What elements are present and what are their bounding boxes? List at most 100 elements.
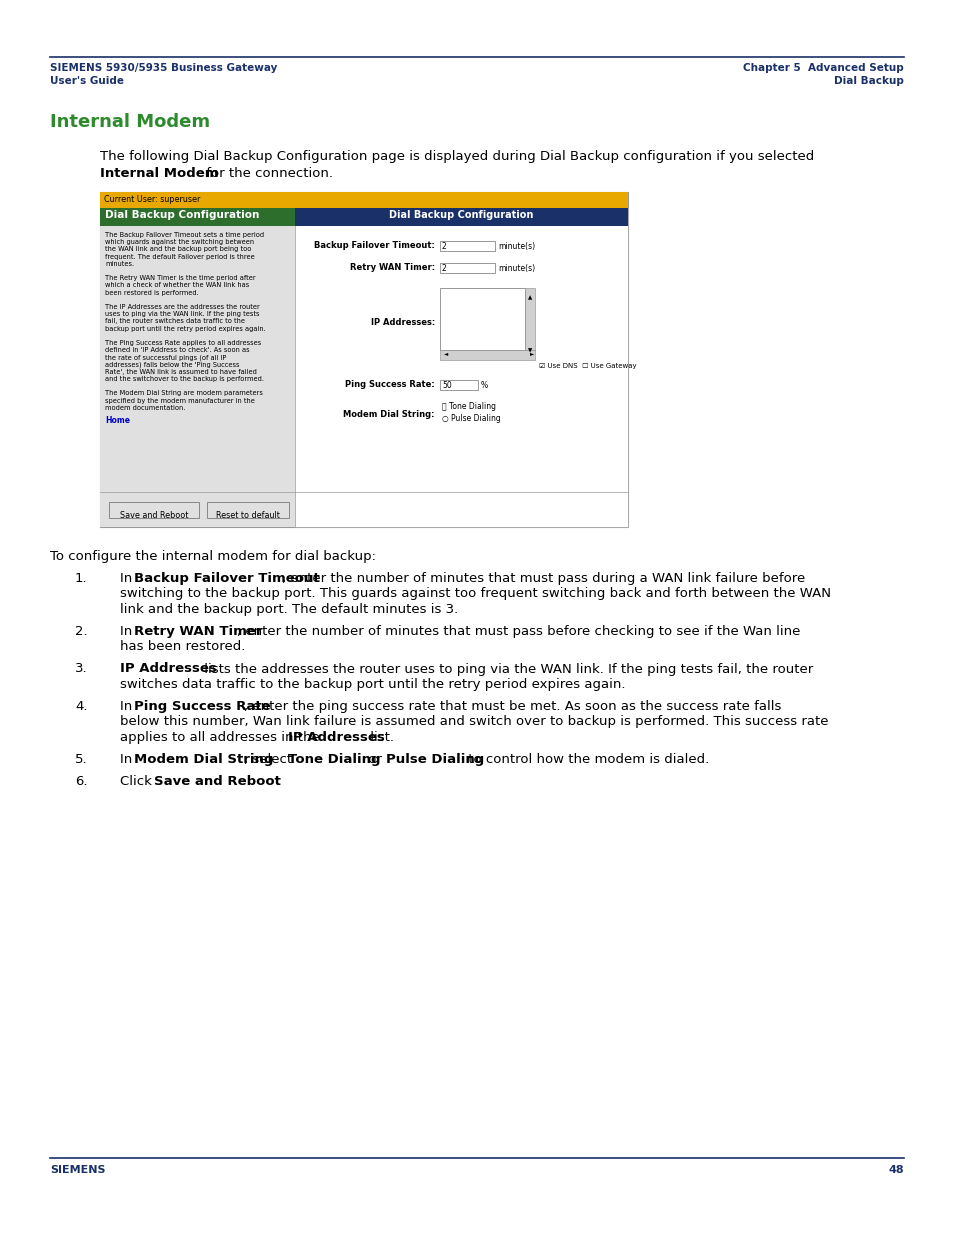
Text: Dial Backup Configuration: Dial Backup Configuration — [105, 210, 259, 220]
Bar — [100, 207, 627, 527]
Text: ○ Pulse Dialing: ○ Pulse Dialing — [441, 414, 500, 424]
Text: and the switchover to the backup is performed.: and the switchover to the backup is perf… — [105, 375, 264, 382]
Text: In: In — [120, 700, 136, 713]
Text: Save and Reboot: Save and Reboot — [153, 776, 280, 788]
Text: applies to all addresses in the: applies to all addresses in the — [120, 731, 324, 743]
Text: 50: 50 — [441, 382, 452, 390]
Text: switching to the backup port. This guards against too frequent switching back an: switching to the backup port. This guard… — [120, 588, 830, 600]
Bar — [439, 241, 495, 251]
Text: Backup Failover Timeout:: Backup Failover Timeout: — [314, 241, 435, 249]
Text: 3.: 3. — [75, 662, 88, 676]
Bar — [439, 288, 524, 350]
Text: %: % — [480, 382, 488, 390]
Text: Tone Dialing: Tone Dialing — [288, 753, 380, 766]
Text: Ping Success Rate: Ping Success Rate — [133, 700, 271, 713]
FancyBboxPatch shape — [109, 501, 199, 517]
Bar — [439, 380, 477, 390]
Text: frequent. The default Failover period is three: frequent. The default Failover period is… — [105, 253, 254, 259]
Text: switches data traffic to the backup port until the retry period expires again.: switches data traffic to the backup port… — [120, 678, 625, 692]
Bar — [439, 350, 535, 359]
Text: Internal Modem: Internal Modem — [100, 167, 218, 180]
Text: ▼: ▼ — [527, 348, 532, 353]
Text: Dial Backup Configuration: Dial Backup Configuration — [389, 210, 533, 220]
Text: User's Guide: User's Guide — [50, 77, 124, 86]
Text: , enter the number of minutes that must pass before checking to see if the Wan l: , enter the number of minutes that must … — [236, 625, 800, 638]
Bar — [100, 191, 627, 207]
Text: 2.: 2. — [75, 625, 88, 638]
Text: In: In — [120, 753, 136, 766]
Text: Modem Dial String:: Modem Dial String: — [343, 410, 435, 419]
Text: 48: 48 — [887, 1165, 903, 1174]
Text: 2: 2 — [441, 264, 446, 273]
Bar — [100, 207, 294, 226]
Text: to control how the modem is dialed.: to control how the modem is dialed. — [463, 753, 708, 766]
Text: Modem Dial String: Modem Dial String — [133, 753, 274, 766]
Text: In: In — [120, 625, 136, 638]
Bar — [524, 288, 535, 350]
Text: 6.: 6. — [75, 776, 88, 788]
Bar — [294, 207, 627, 226]
Text: The Modem Dial String are modem parameters: The Modem Dial String are modem paramete… — [105, 390, 263, 396]
Text: link and the backup port. The default minutes is 3.: link and the backup port. The default mi… — [120, 603, 457, 616]
Text: lists the addresses the router uses to ping via the WAN link. If the ping tests : lists the addresses the router uses to p… — [200, 662, 812, 676]
Text: To configure the internal modem for dial backup:: To configure the internal modem for dial… — [50, 550, 375, 563]
Text: In: In — [120, 572, 136, 585]
Bar — [100, 226, 294, 527]
Text: addresses) falls below the 'Ping Success: addresses) falls below the 'Ping Success — [105, 362, 239, 368]
Text: Save and Reboot: Save and Reboot — [120, 511, 188, 520]
Text: IP Addresses: IP Addresses — [288, 731, 384, 743]
Text: Pulse Dialing: Pulse Dialing — [386, 753, 484, 766]
Text: backup port until the retry period expires again.: backup port until the retry period expir… — [105, 326, 266, 332]
Text: 5.: 5. — [75, 753, 88, 766]
Text: 1.: 1. — [75, 572, 88, 585]
Text: Ping Success Rate:: Ping Success Rate: — [345, 380, 435, 389]
Text: Retry WAN Timer: Retry WAN Timer — [133, 625, 262, 638]
Text: which a check of whether the WAN link has: which a check of whether the WAN link ha… — [105, 283, 249, 289]
Text: , enter the ping success rate that must be met. As soon as the success rate fall: , enter the ping success rate that must … — [244, 700, 781, 713]
Text: which guards against the switching between: which guards against the switching betwe… — [105, 240, 253, 246]
Text: specified by the modem manufacturer in the: specified by the modem manufacturer in t… — [105, 398, 254, 404]
Text: , select: , select — [244, 753, 296, 766]
Text: , enter the number of minutes that must pass during a WAN link failure before: , enter the number of minutes that must … — [282, 572, 804, 585]
Text: ►: ► — [530, 351, 534, 356]
Text: Click: Click — [120, 776, 156, 788]
Text: 2: 2 — [441, 242, 446, 251]
Text: Dial Backup: Dial Backup — [833, 77, 903, 86]
Text: The Backup Failover Timeout sets a time period: The Backup Failover Timeout sets a time … — [105, 232, 264, 238]
Bar — [100, 191, 627, 527]
Bar — [439, 263, 495, 273]
Text: The IP Addresses are the addresses the router: The IP Addresses are the addresses the r… — [105, 304, 259, 310]
Text: Backup Failover Timeout: Backup Failover Timeout — [133, 572, 319, 585]
Text: Retry WAN Timer:: Retry WAN Timer: — [350, 263, 435, 272]
Text: list.: list. — [366, 731, 394, 743]
Text: .: . — [250, 776, 253, 788]
Text: SIEMENS 5930/5935 Business Gateway: SIEMENS 5930/5935 Business Gateway — [50, 63, 277, 73]
Text: defined in 'IP Address to check'. As soon as: defined in 'IP Address to check'. As soo… — [105, 347, 250, 353]
Text: Reset to default: Reset to default — [215, 511, 279, 520]
Text: Rate', the WAN link is assumed to have failed: Rate', the WAN link is assumed to have f… — [105, 369, 256, 374]
Text: been restored is performed.: been restored is performed. — [105, 289, 198, 295]
Text: The following Dial Backup Configuration page is displayed during Dial Backup con: The following Dial Backup Configuration … — [100, 149, 814, 163]
Text: fail, the router switches data traffic to the: fail, the router switches data traffic t… — [105, 319, 245, 325]
Text: ☑ Use DNS  ☐ Use Gateway: ☑ Use DNS ☐ Use Gateway — [538, 363, 636, 369]
Text: minute(s): minute(s) — [497, 242, 535, 251]
Bar — [294, 207, 627, 527]
Text: the WAN link and the backup port being too: the WAN link and the backup port being t… — [105, 247, 251, 252]
Text: minutes.: minutes. — [105, 261, 134, 267]
Text: uses to ping via the WAN link. If the ping tests: uses to ping via the WAN link. If the pi… — [105, 311, 259, 317]
Text: ▲: ▲ — [527, 295, 532, 300]
Text: Internal Modem: Internal Modem — [50, 112, 210, 131]
FancyBboxPatch shape — [207, 501, 289, 517]
Text: or: or — [364, 753, 386, 766]
Text: minute(s): minute(s) — [497, 264, 535, 273]
Text: Home: Home — [105, 416, 130, 425]
Text: The Ping Success Rate applies to all addresses: The Ping Success Rate applies to all add… — [105, 340, 261, 346]
Text: below this number, Wan link failure is assumed and switch over to backup is perf: below this number, Wan link failure is a… — [120, 715, 827, 729]
Text: SIEMENS: SIEMENS — [50, 1165, 106, 1174]
Text: The Retry WAN Timer is the time period after: The Retry WAN Timer is the time period a… — [105, 275, 255, 282]
Text: IP Addresses: IP Addresses — [120, 662, 216, 676]
Text: modem documentation.: modem documentation. — [105, 405, 185, 411]
Text: Chapter 5  Advanced Setup: Chapter 5 Advanced Setup — [742, 63, 903, 73]
Text: has been restored.: has been restored. — [120, 641, 245, 653]
Text: for the connection.: for the connection. — [202, 167, 333, 180]
